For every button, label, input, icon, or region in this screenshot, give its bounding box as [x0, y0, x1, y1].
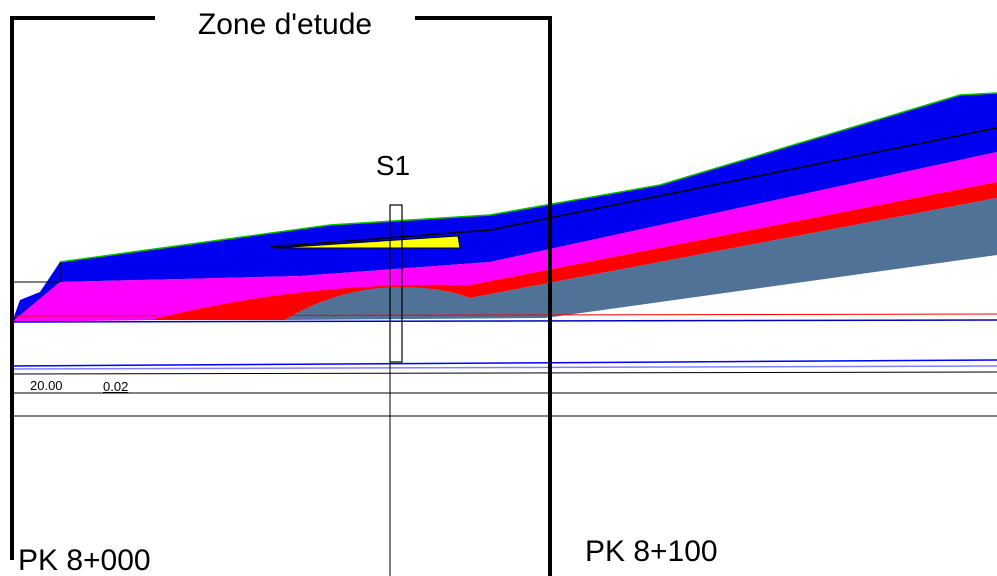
distance-label: 20.00 — [30, 378, 63, 393]
borehole-label: S1 — [376, 150, 410, 181]
line — [11, 359, 997, 367]
line — [11, 313, 997, 317]
layer-blue — [12, 93, 997, 322]
line — [11, 365, 997, 370]
layer-magenta — [12, 152, 997, 322]
zone-label: Zone d'etude — [198, 8, 372, 41]
zone-bracket — [415, 16, 552, 576]
layer-red — [150, 182, 997, 320]
ground-line — [59, 92, 997, 263]
zone-bracket — [10, 16, 155, 560]
layer-grey — [285, 198, 997, 320]
slope-label: 0.02 — [103, 379, 128, 394]
inner-line — [269, 127, 997, 248]
line — [11, 319, 997, 323]
lens-yellow — [274, 235, 461, 249]
left-edge — [12, 262, 61, 283]
line — [11, 371, 997, 375]
station-label: PK 8+000 — [18, 544, 151, 576]
borehole — [389, 204, 403, 363]
station-label: PK 8+100 — [585, 535, 718, 568]
